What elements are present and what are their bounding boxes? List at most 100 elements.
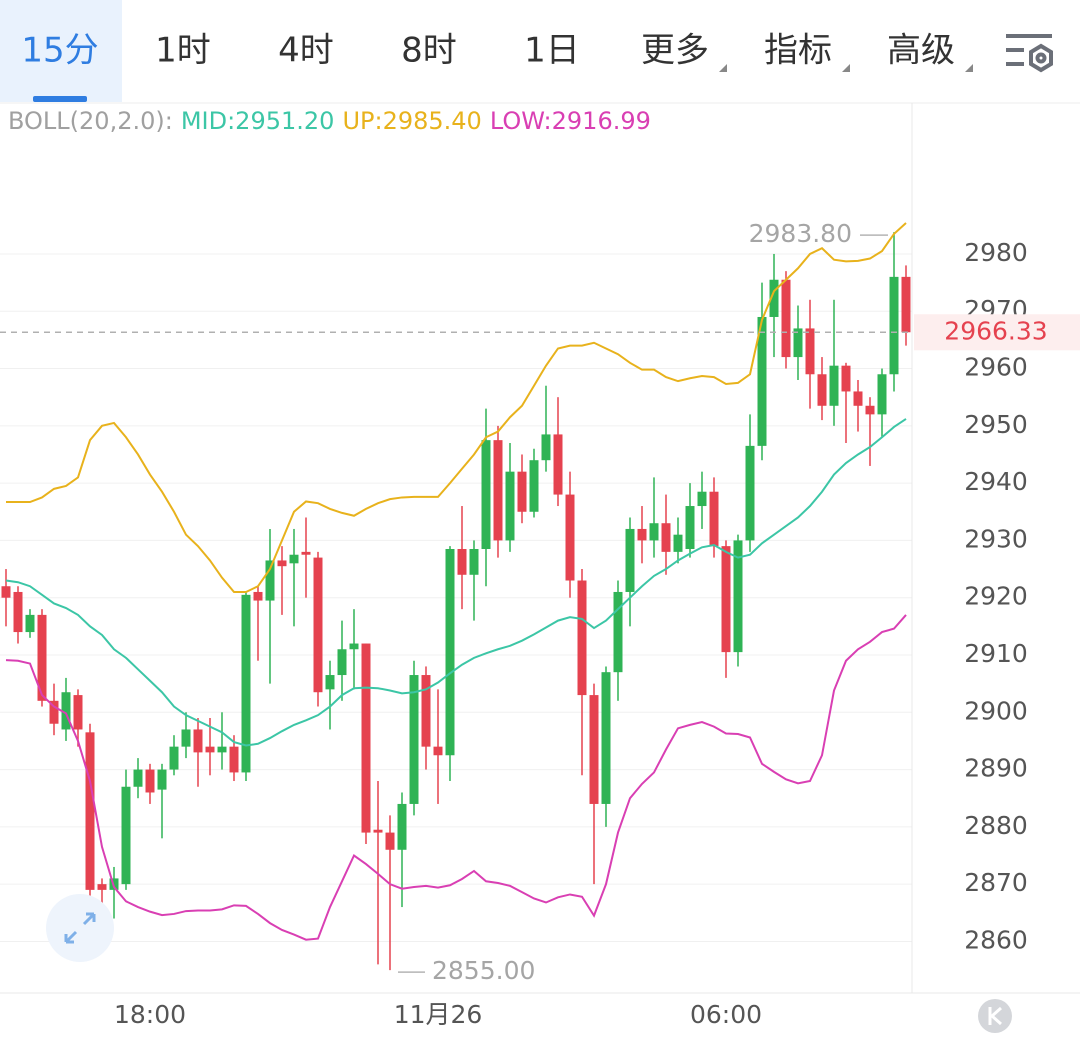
candle-body [397, 803, 407, 850]
candle-body [577, 580, 587, 696]
candle-body [697, 491, 707, 507]
candle-body [121, 786, 131, 885]
candle-body [445, 549, 455, 756]
zoom-circle [46, 894, 114, 962]
dropdown-caret [719, 64, 727, 72]
candle-body [493, 440, 503, 541]
candle-body [13, 591, 23, 633]
candle-body [301, 551, 311, 555]
candle-body [205, 746, 215, 753]
plot: 2860 2870 2880 2890 2900 2910 2920 2930 2940 2950… [0, 219, 1080, 1029]
tab-bar: 15分 1时 4时 8时 1日 更多 指标 高级 [0, 0, 973, 102]
toggle-glyph [988, 1006, 1002, 1026]
candle-body [757, 316, 767, 446]
tab[interactable]: 1时 [155, 31, 211, 71]
y-tick-label: 2900 [964, 696, 1028, 725]
candle-body [625, 528, 635, 592]
candle-body [589, 695, 599, 804]
y-tick-label: 2920 [964, 582, 1028, 611]
candle-body [661, 523, 671, 552]
candle-body [481, 440, 491, 549]
candle-body [373, 829, 383, 833]
candle-body [817, 374, 827, 406]
tab-underline [33, 96, 87, 102]
tab[interactable]: 1日 [524, 31, 580, 71]
settings-icon[interactable] [1006, 34, 1053, 73]
candle-body [517, 471, 527, 512]
candle-body [85, 732, 95, 890]
x-tick-label: 18:00 [114, 1000, 186, 1029]
candle-body [325, 675, 335, 690]
tab[interactable]: 指标 [764, 31, 832, 71]
candle-body [709, 491, 719, 547]
candle-body [133, 769, 143, 787]
candle-body [889, 276, 899, 375]
candle-body [181, 729, 191, 747]
tab[interactable]: 高级 [887, 31, 955, 71]
candle-body [541, 434, 551, 461]
y-tick-label: 2880 [964, 811, 1028, 840]
y-tick-label: 2890 [964, 754, 1028, 783]
x-tick-label: 06:00 [690, 1000, 762, 1029]
candle-body [265, 560, 275, 601]
candle-body [337, 649, 347, 676]
boll-line [6, 222, 907, 593]
tab[interactable]: 更多 [641, 31, 709, 71]
candle-body [241, 594, 251, 773]
tab-selected-bg [0, 0, 122, 102]
candle-body [901, 276, 911, 333]
y-tick-label: 2960 [964, 353, 1028, 382]
x-tick-label: 11月26 [394, 1000, 483, 1029]
tab[interactable]: 15分 [21, 31, 98, 71]
candle-body [853, 391, 863, 406]
candle-body [349, 643, 359, 650]
tab[interactable]: 4时 [278, 31, 334, 71]
candle-body [289, 554, 299, 564]
candle-body [649, 523, 659, 541]
candle-body [217, 746, 227, 753]
candle-body [877, 374, 887, 415]
candle-body [505, 471, 515, 541]
y-tick-label: 2980 [964, 238, 1028, 267]
boll-line [5, 418, 907, 747]
extreme-label: 2855.00 [432, 956, 535, 985]
candle-body [1, 586, 11, 598]
candle-body [721, 546, 731, 653]
indicator-name: BOLL(20,2.0): [8, 107, 173, 135]
candle-body [433, 746, 443, 756]
candle-body [469, 549, 479, 575]
candle-body [193, 729, 203, 753]
candle-body [553, 434, 563, 495]
candle-body [61, 692, 71, 730]
candle-body [37, 614, 47, 701]
candle-body [457, 549, 467, 575]
candle-body [769, 279, 779, 317]
candle-body [637, 528, 647, 541]
candle-body [97, 884, 107, 890]
tab[interactable]: 8时 [401, 31, 457, 71]
y-tick-label: 2860 [964, 925, 1028, 954]
candle-body [157, 769, 167, 790]
candle-body [745, 445, 755, 541]
kline-toggle[interactable] [978, 999, 1012, 1033]
indicator-legend: BOLL(20,2.0): MID:2951.20 UP:2985.40 LOW:29… [8, 107, 651, 135]
candle-body [385, 832, 395, 850]
candle-body [565, 494, 575, 581]
y-tick-label: 2930 [964, 524, 1028, 553]
zoom-arrows [64, 912, 96, 944]
candle-body [601, 672, 611, 804]
candle-body [25, 614, 35, 633]
boll-line [5, 614, 907, 941]
y-tick-label: 2870 [964, 868, 1028, 897]
candle-body [805, 328, 815, 375]
candle-body [229, 746, 239, 773]
candle-body [613, 591, 623, 673]
icon-hex [1029, 43, 1053, 73]
last-price-label: 2966.33 [944, 316, 1047, 345]
zoom-button[interactable] [46, 894, 114, 962]
candle-body [361, 643, 371, 833]
y-tick-label: 2910 [964, 639, 1028, 668]
candle-body [829, 365, 839, 406]
candle-body [865, 405, 875, 415]
legend-entry: UP:2985.40 [342, 107, 481, 135]
